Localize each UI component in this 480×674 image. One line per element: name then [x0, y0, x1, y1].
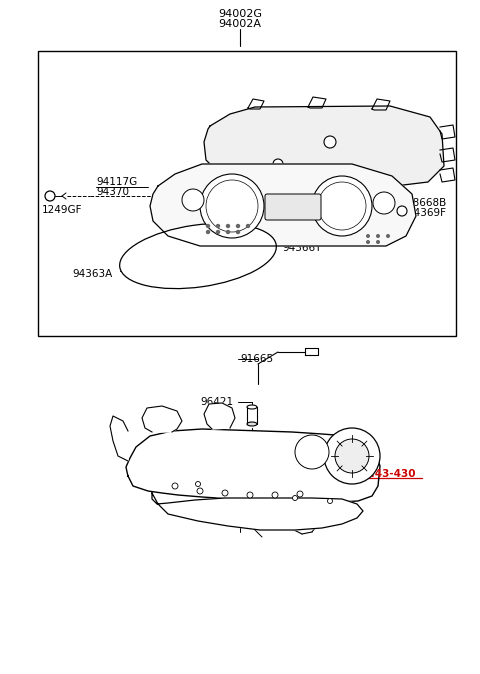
Ellipse shape [247, 405, 257, 409]
Circle shape [397, 206, 407, 216]
Circle shape [247, 492, 253, 498]
Circle shape [367, 235, 369, 237]
Circle shape [182, 189, 204, 211]
Text: 94369F: 94369F [407, 208, 446, 218]
Circle shape [206, 224, 209, 228]
Circle shape [216, 224, 219, 228]
Circle shape [377, 235, 379, 237]
Circle shape [295, 435, 329, 469]
Circle shape [377, 241, 379, 243]
Ellipse shape [247, 422, 257, 426]
Ellipse shape [120, 223, 276, 288]
Circle shape [227, 231, 229, 233]
Circle shape [206, 180, 258, 232]
Circle shape [373, 192, 395, 214]
Circle shape [45, 191, 55, 201]
Circle shape [172, 483, 178, 489]
Circle shape [318, 182, 366, 230]
Polygon shape [150, 164, 416, 246]
Text: 94117G: 94117G [96, 177, 137, 187]
Circle shape [292, 495, 298, 501]
Circle shape [206, 231, 209, 233]
Polygon shape [204, 403, 235, 429]
Circle shape [237, 224, 240, 228]
Circle shape [387, 235, 389, 237]
Polygon shape [247, 407, 257, 424]
Circle shape [297, 491, 303, 497]
Circle shape [367, 241, 369, 243]
Circle shape [222, 490, 228, 496]
FancyBboxPatch shape [265, 194, 321, 220]
Circle shape [200, 174, 264, 238]
Circle shape [237, 231, 240, 233]
Circle shape [324, 428, 380, 484]
Polygon shape [142, 406, 182, 432]
Circle shape [247, 224, 250, 228]
Circle shape [335, 439, 369, 473]
Circle shape [273, 159, 283, 169]
Circle shape [197, 488, 203, 494]
Circle shape [327, 499, 333, 503]
Circle shape [324, 136, 336, 148]
Text: 94370: 94370 [96, 187, 129, 197]
Text: REF.43-430: REF.43-430 [350, 469, 416, 479]
Circle shape [195, 481, 201, 487]
Polygon shape [110, 416, 128, 461]
Text: 18668B: 18668B [407, 198, 447, 208]
Text: 94002G: 94002G [218, 9, 262, 19]
Polygon shape [152, 493, 363, 530]
Circle shape [312, 176, 372, 236]
Polygon shape [126, 429, 380, 502]
Circle shape [272, 492, 278, 498]
Text: 94366Y: 94366Y [282, 243, 322, 253]
Circle shape [216, 231, 219, 233]
Bar [38, 51, 456, 336]
Text: 96421: 96421 [200, 397, 233, 407]
Text: 94363A: 94363A [72, 269, 112, 279]
Circle shape [227, 224, 229, 228]
Polygon shape [204, 106, 444, 186]
Text: 91665: 91665 [240, 354, 273, 364]
Text: 94002A: 94002A [218, 19, 262, 29]
Text: 1249GF: 1249GF [42, 205, 83, 215]
